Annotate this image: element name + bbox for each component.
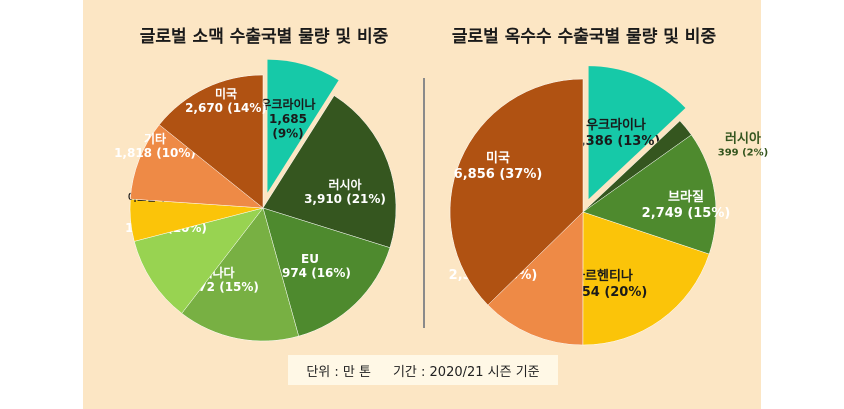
divider [423, 78, 425, 328]
wheat-pie-chart: 우크라이나 1,685 (9%) 러시아 3,910 (21%) EU 2,974 (16%… [114, 59, 397, 342]
corn-slice-2 [582, 134, 717, 255]
wheat-slice-2 [262, 207, 391, 337]
wheat-slice-7 [158, 74, 264, 209]
wheat-slice-0 [267, 59, 339, 193]
footer-note: 단위 : 만 톤 기간 : 2020/21 시즌 기준 [288, 355, 558, 385]
corn-slice-4 [487, 211, 584, 346]
period-note: 기간 : 2020/21 시즌 기준 [392, 364, 540, 380]
chart-panel: 글로벌 소맥 수출국별 물량 및 비중 글로벌 옥수수 수출국별 물량 및 비중… [83, 0, 768, 409]
wheat-slice-4 [133, 207, 264, 314]
corn-pie-chart: 우크라이나 2,386 (13%) 러시아 399 (2%) 브라질 2,749 (15%… [449, 66, 768, 346]
corn-slice-label-5: 미국 6,856 (37%) [454, 150, 543, 182]
wheat-slice-1 [262, 95, 397, 249]
wheat-slice-label-0: 우크라이나 1,685 (9%) [260, 97, 315, 141]
corn-slice-label-0: 우크라이나 2,386 (13%) [572, 117, 661, 149]
corn-slice-label-2: 브라질 2,749 (15%) [642, 189, 731, 221]
wheat-slice-label-2: EU 2,974 (16%) [269, 252, 351, 280]
wheat-slice-label-7: 미국 2,670 (14%) [185, 86, 267, 115]
wheat-slice-label-6: 기타 1,818 (10%) [114, 131, 196, 160]
unit-note: 단위 : 만 톤 [306, 364, 371, 380]
corn-chart-title: 글로벌 옥수수 수출국별 물량 및 비중 [451, 27, 717, 47]
wheat-chart-title: 글로벌 소맥 수출국별 물량 및 비중 [139, 27, 389, 47]
corn-slice-3 [582, 211, 710, 346]
wheat-slice-3 [181, 207, 299, 342]
corn-slice-0 [588, 66, 686, 200]
wheat-slice-label-1: 러시아 3,910 (21%) [304, 177, 386, 206]
corn-slice-5 [449, 78, 584, 306]
wheat-slice-6 [130, 124, 264, 209]
corn-slice-label-1: 러시아 399 (2%) [718, 130, 768, 158]
